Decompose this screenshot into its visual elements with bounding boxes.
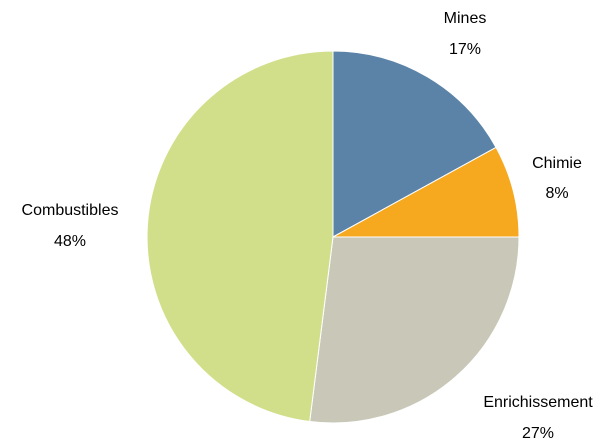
pie-slice-chimie xyxy=(332,146,520,238)
slice-value-chimie: 8% xyxy=(545,185,568,202)
pie-slice-mines xyxy=(332,50,497,238)
slice-value-mines: 17% xyxy=(449,41,481,58)
slice-label-mines: Mines xyxy=(444,10,487,27)
slice-label-enrichissement: Enrichissement xyxy=(483,394,593,411)
pie-slice-combustibles xyxy=(146,50,334,423)
slice-label-combustibles: Combustibles xyxy=(22,202,119,219)
slice-value-enrichissement: 27% xyxy=(522,425,554,442)
slice-value-combustibles: 48% xyxy=(54,233,86,250)
pie-slice-enrichissement xyxy=(309,236,520,424)
slice-label-chimie: Chimie xyxy=(532,155,582,172)
pie-slices xyxy=(146,50,520,424)
